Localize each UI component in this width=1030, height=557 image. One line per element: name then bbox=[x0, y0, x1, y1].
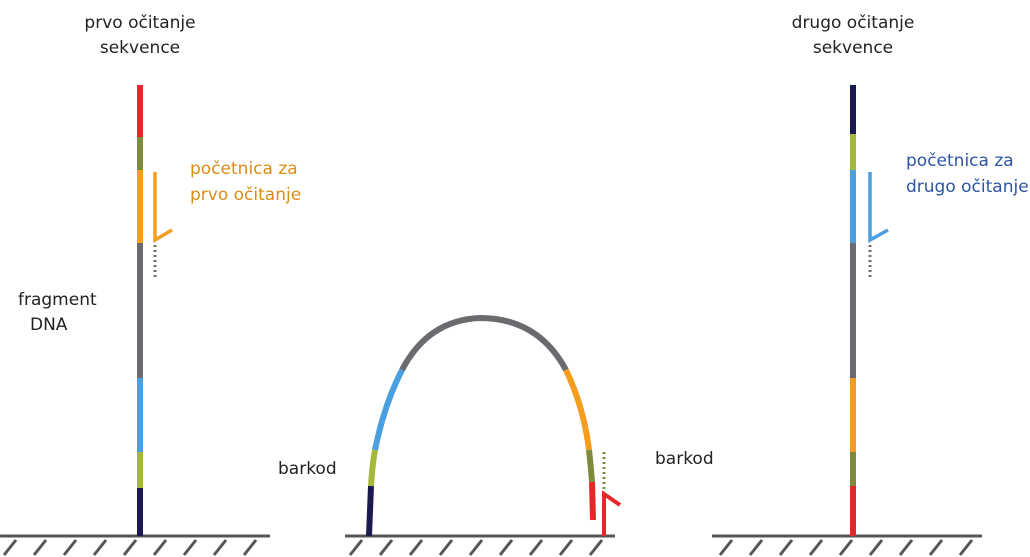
bridge-amplification bbox=[366, 314, 596, 537]
label-fragment-line2: DNA bbox=[30, 315, 68, 335]
ground-left bbox=[0, 534, 270, 556]
label-primer2-line2: drugo očitanje bbox=[906, 177, 1029, 197]
label-primer1-line1: početnica za bbox=[190, 159, 298, 179]
bridge-orange bbox=[563, 368, 592, 451]
bridge-olive bbox=[586, 449, 595, 483]
label-barcode-right: barkod bbox=[655, 449, 714, 469]
label-first-read-line2: sekvence bbox=[100, 38, 180, 58]
bridge-gray bbox=[399, 314, 569, 372]
label-first-read-line1: prvo očitanje bbox=[84, 13, 195, 33]
primer-first-read bbox=[153, 172, 173, 278]
ground-right bbox=[712, 534, 982, 556]
label-fragment-line1: fragment bbox=[18, 290, 97, 310]
label-barcode-left: barkod bbox=[278, 459, 337, 479]
bridge-yellowgreen bbox=[368, 449, 378, 487]
label-second-read-line1: drugo očitanje bbox=[792, 13, 915, 33]
primer-barcode-right bbox=[602, 452, 622, 536]
ground-middle bbox=[345, 534, 615, 556]
label-primer2-line1: početnica za bbox=[906, 151, 1014, 171]
bridge-navy bbox=[366, 485, 374, 537]
bridge-blue bbox=[372, 368, 405, 451]
bridge-red bbox=[589, 481, 596, 521]
label-second-read-line2: sekvence bbox=[813, 38, 893, 58]
label-primer1-line2: prvo očitanje bbox=[190, 185, 301, 205]
primer-second-read bbox=[868, 172, 889, 278]
